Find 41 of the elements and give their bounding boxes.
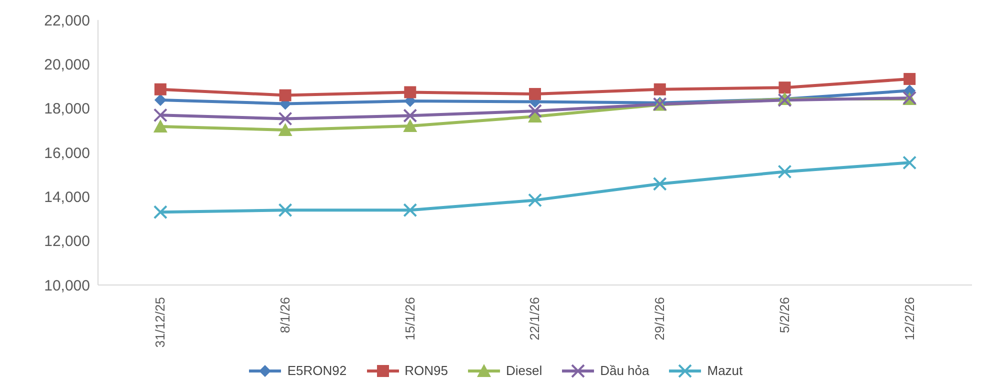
point xyxy=(528,193,542,208)
point xyxy=(154,94,166,106)
point xyxy=(279,89,292,102)
point xyxy=(153,119,168,132)
point xyxy=(404,86,416,98)
x-tick-label: 8/1/26 xyxy=(278,297,293,334)
point xyxy=(403,203,418,218)
legend-label: Diesel xyxy=(506,363,542,378)
legend-label: Mazut xyxy=(707,363,743,378)
x-tick-label: 5/2/26 xyxy=(776,297,792,334)
y-tick-label: 10,000 xyxy=(44,277,90,294)
x-tick-label: 15/1/26 xyxy=(402,297,418,340)
point xyxy=(778,164,792,179)
x-tick-label: 29/1/26 xyxy=(652,297,668,340)
point xyxy=(154,83,166,96)
point xyxy=(529,88,541,100)
x-tick-label: 22/1/26 xyxy=(527,297,542,340)
point xyxy=(403,119,418,132)
y-tick-label: 18,000 xyxy=(44,100,90,118)
x-tick-label: 12/2/26 xyxy=(902,297,917,340)
y-tick-label: 16,000 xyxy=(44,144,90,162)
point xyxy=(278,112,292,126)
legend-label: Dầu hỏa xyxy=(600,363,650,378)
legend-label: E5RON92 xyxy=(287,363,347,378)
y-tick-label: 20,000 xyxy=(44,56,90,74)
legend-label: RON95 xyxy=(404,363,448,378)
y-tick-label: 22,000 xyxy=(44,12,90,30)
point xyxy=(654,83,666,96)
point xyxy=(278,122,292,136)
point xyxy=(902,156,917,170)
x-tick-label: 31/12/25 xyxy=(152,297,168,348)
point xyxy=(153,205,168,220)
y-tick-label: 12,000 xyxy=(44,233,90,250)
point xyxy=(278,203,292,218)
y-tick-label: 14,000 xyxy=(44,188,90,206)
point xyxy=(528,104,542,118)
point xyxy=(403,108,418,123)
point xyxy=(904,72,916,85)
point xyxy=(153,108,168,122)
point xyxy=(778,82,791,94)
point xyxy=(652,176,667,191)
